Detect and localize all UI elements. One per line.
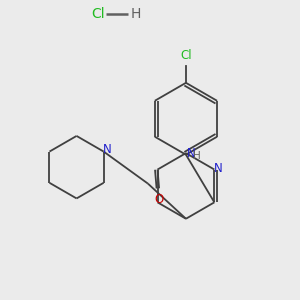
Text: N: N (103, 143, 112, 156)
Text: H: H (130, 7, 141, 21)
Text: H: H (193, 151, 201, 161)
Text: N: N (214, 162, 223, 175)
Text: N: N (187, 147, 195, 160)
Text: Cl: Cl (180, 49, 192, 62)
Text: O: O (154, 193, 164, 206)
Text: Cl: Cl (91, 7, 105, 21)
